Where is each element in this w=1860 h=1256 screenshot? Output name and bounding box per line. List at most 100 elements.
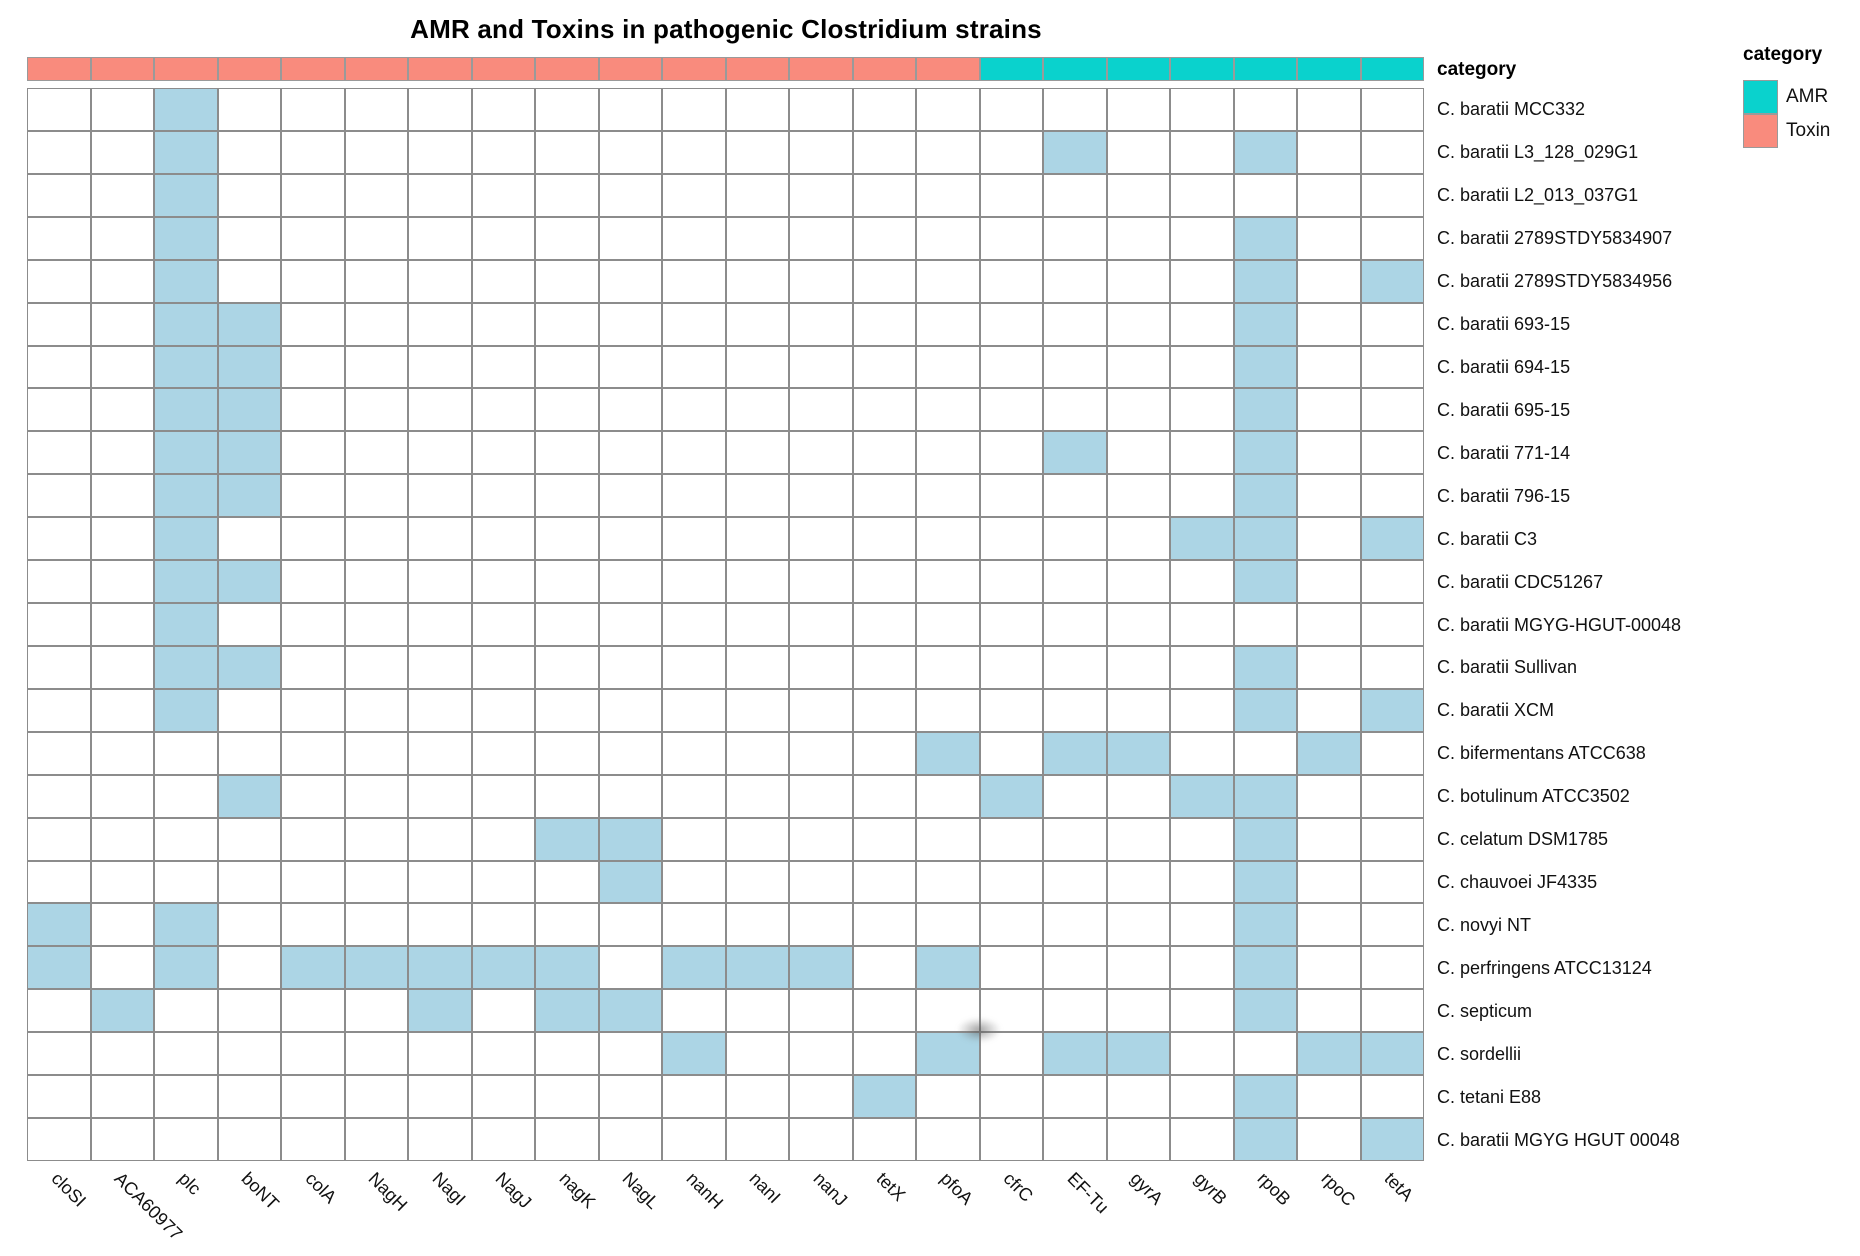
heatmap-cell — [1297, 646, 1361, 689]
annotation-cell-boNT — [218, 57, 281, 81]
heatmap-cell — [1361, 431, 1424, 474]
heatmap-cell — [916, 1032, 980, 1075]
heatmap-cell — [281, 1032, 345, 1075]
heatmap-cell — [853, 474, 916, 517]
heatmap-cell — [281, 88, 345, 131]
heatmap-cell — [726, 646, 789, 689]
heatmap-cell — [1043, 989, 1107, 1032]
heatmap-cell — [1170, 989, 1234, 1032]
heatmap-cell — [916, 903, 980, 946]
heatmap-cell — [27, 303, 91, 346]
annotation-cell-nanJ — [789, 57, 853, 81]
heatmap-cell — [345, 689, 408, 732]
heatmap-cell — [662, 388, 726, 431]
heatmap-cell — [218, 560, 281, 603]
heatmap-cell — [345, 474, 408, 517]
annotation-cell-ACA60977 — [91, 57, 154, 81]
heatmap-cell — [599, 431, 662, 474]
heatmap-cell — [1297, 131, 1361, 174]
heatmap-cell — [1234, 946, 1297, 989]
heatmap-cell — [345, 346, 408, 388]
heatmap-cell — [599, 1032, 662, 1075]
heatmap-cell — [535, 174, 599, 217]
heatmap-cell — [27, 861, 91, 903]
heatmap-cell — [789, 88, 853, 131]
heatmap-cell — [27, 431, 91, 474]
heatmap-cell — [916, 388, 980, 431]
heatmap-cell — [1107, 1118, 1170, 1161]
heatmap-cell — [916, 989, 980, 1032]
heatmap-cell — [1234, 88, 1297, 131]
heatmap-cell — [662, 174, 726, 217]
heatmap-cell — [218, 1075, 281, 1118]
heatmap-cell — [980, 217, 1043, 260]
heatmap-cell — [980, 1118, 1043, 1161]
heatmap-cell — [726, 217, 789, 260]
heatmap-cell — [154, 946, 218, 989]
heatmap-cell — [1170, 260, 1234, 303]
annotation-cell-cfrC — [980, 57, 1043, 81]
heatmap-cell — [1170, 517, 1234, 560]
heatmap-cell — [408, 560, 472, 603]
heatmap-cell — [853, 88, 916, 131]
heatmap-cell — [789, 1032, 853, 1075]
row-label: C. baratii 2789STDY5834907 — [1437, 228, 1673, 248]
heatmap-cell — [408, 732, 472, 775]
heatmap-cell — [1043, 946, 1107, 989]
heatmap-cell — [345, 903, 408, 946]
heatmap-cell — [1170, 1032, 1234, 1075]
heatmap-cell — [1297, 946, 1361, 989]
heatmap-cell — [789, 174, 853, 217]
heatmap-cell — [726, 560, 789, 603]
heatmap-cell — [662, 560, 726, 603]
heatmap-cell — [535, 474, 599, 517]
heatmap-cell — [789, 303, 853, 346]
heatmap-cell — [408, 818, 472, 861]
heatmap-cell — [91, 1075, 154, 1118]
heatmap-cell — [789, 818, 853, 861]
heatmap-cell — [1234, 388, 1297, 431]
column-label: EF-Tu — [1063, 1168, 1113, 1218]
heatmap-cell — [91, 775, 154, 818]
row-label: C. baratii CDC51267 — [1437, 572, 1604, 592]
heatmap-cell — [535, 431, 599, 474]
heatmap-cell — [345, 431, 408, 474]
heatmap-cell — [535, 689, 599, 732]
heatmap-cell — [1361, 474, 1424, 517]
heatmap-cell — [1234, 818, 1297, 861]
heatmap-cell — [27, 646, 91, 689]
annotation-header-label: category — [1437, 59, 1517, 80]
heatmap-cell — [726, 732, 789, 775]
row-label: C. tetani E88 — [1437, 1087, 1542, 1107]
row-label: C. baratii 694-15 — [1437, 357, 1571, 377]
heatmap-cell — [27, 388, 91, 431]
heatmap-cell — [916, 346, 980, 388]
heatmap-cell — [662, 431, 726, 474]
heatmap-cell — [980, 88, 1043, 131]
heatmap-cell — [599, 174, 662, 217]
heatmap-cell — [1361, 131, 1424, 174]
heatmap-cell — [1297, 603, 1361, 646]
heatmap-cell — [599, 946, 662, 989]
heatmap-cell — [1361, 689, 1424, 732]
heatmap-cell — [599, 989, 662, 1032]
heatmap-cell — [154, 1118, 218, 1161]
heatmap-cell — [281, 861, 345, 903]
heatmap-cell — [1234, 1075, 1297, 1118]
heatmap-cell — [27, 131, 91, 174]
heatmap-cell — [1234, 1032, 1297, 1075]
heatmap-cell — [1234, 303, 1297, 346]
heatmap-cell — [853, 689, 916, 732]
heatmap-cell — [662, 346, 726, 388]
heatmap-cell — [27, 260, 91, 303]
heatmap-cell — [980, 646, 1043, 689]
heatmap-cell — [218, 603, 281, 646]
heatmap-cell — [154, 517, 218, 560]
heatmap-cell — [1361, 260, 1424, 303]
heatmap-cell — [1170, 1118, 1234, 1161]
heatmap-cell — [980, 260, 1043, 303]
column-label: tetA — [1380, 1168, 1418, 1206]
column-label: colA — [301, 1168, 341, 1208]
annotation-cell-nagK — [535, 57, 599, 81]
heatmap-cell — [916, 646, 980, 689]
